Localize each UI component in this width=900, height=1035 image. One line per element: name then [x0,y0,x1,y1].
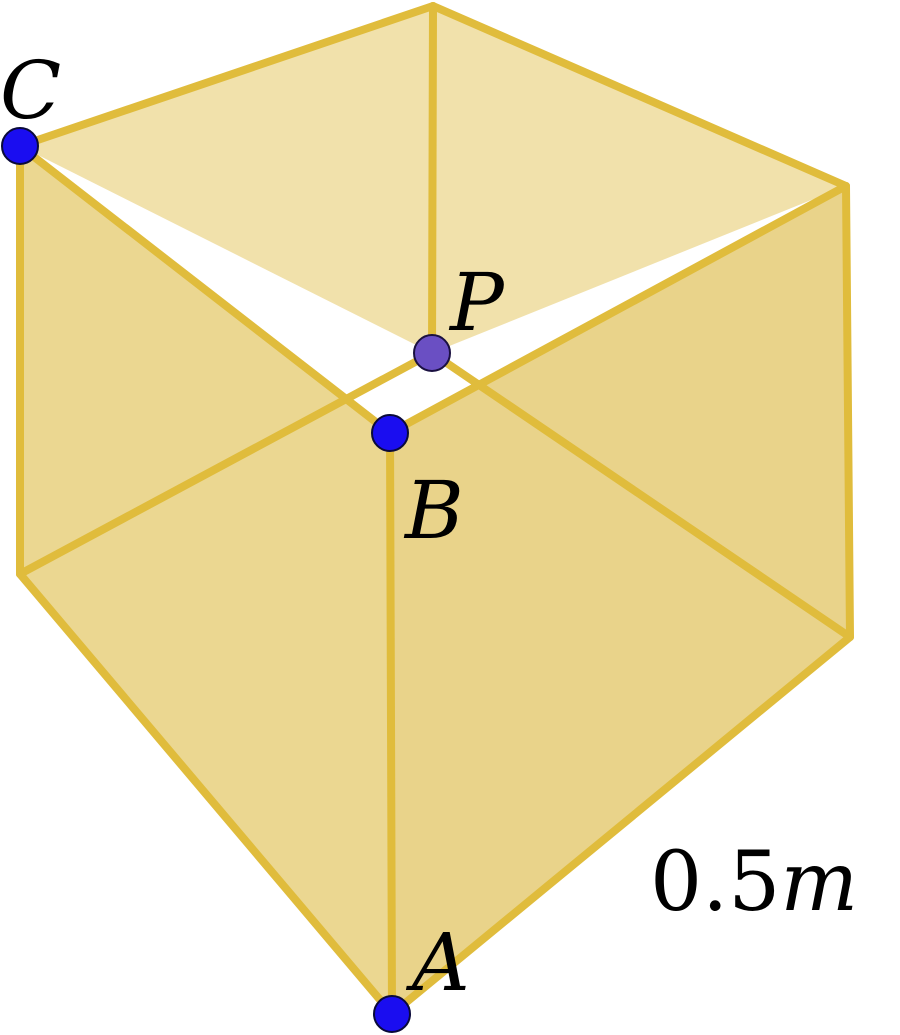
edge-p-right [428,349,854,641]
edge-a-right [388,633,854,1018]
edge-top-p [428,2,437,357]
edge-b-right [386,182,850,437]
right-face [390,186,850,1014]
edge-c-b [16,142,394,437]
edge-c-top [16,2,437,150]
edge-left-a [16,570,396,1018]
edge-length-label: 0.5m [650,835,858,930]
point-a [373,995,411,1033]
edge-right-vertical [842,182,854,641]
point-p [413,334,451,372]
label-a: A [405,916,470,1009]
edge-length-value: 0.5 [650,835,780,930]
point-b [371,414,409,452]
label-p: P [448,256,505,349]
label-b: B [403,464,464,557]
point-c [1,127,39,165]
edge-left-p [16,349,436,578]
edge-b-a [386,429,396,1018]
cube-edges [16,2,854,1018]
edge-top-right [429,2,850,190]
label-c: C [0,44,61,137]
edge-length-unit: m [780,835,858,930]
